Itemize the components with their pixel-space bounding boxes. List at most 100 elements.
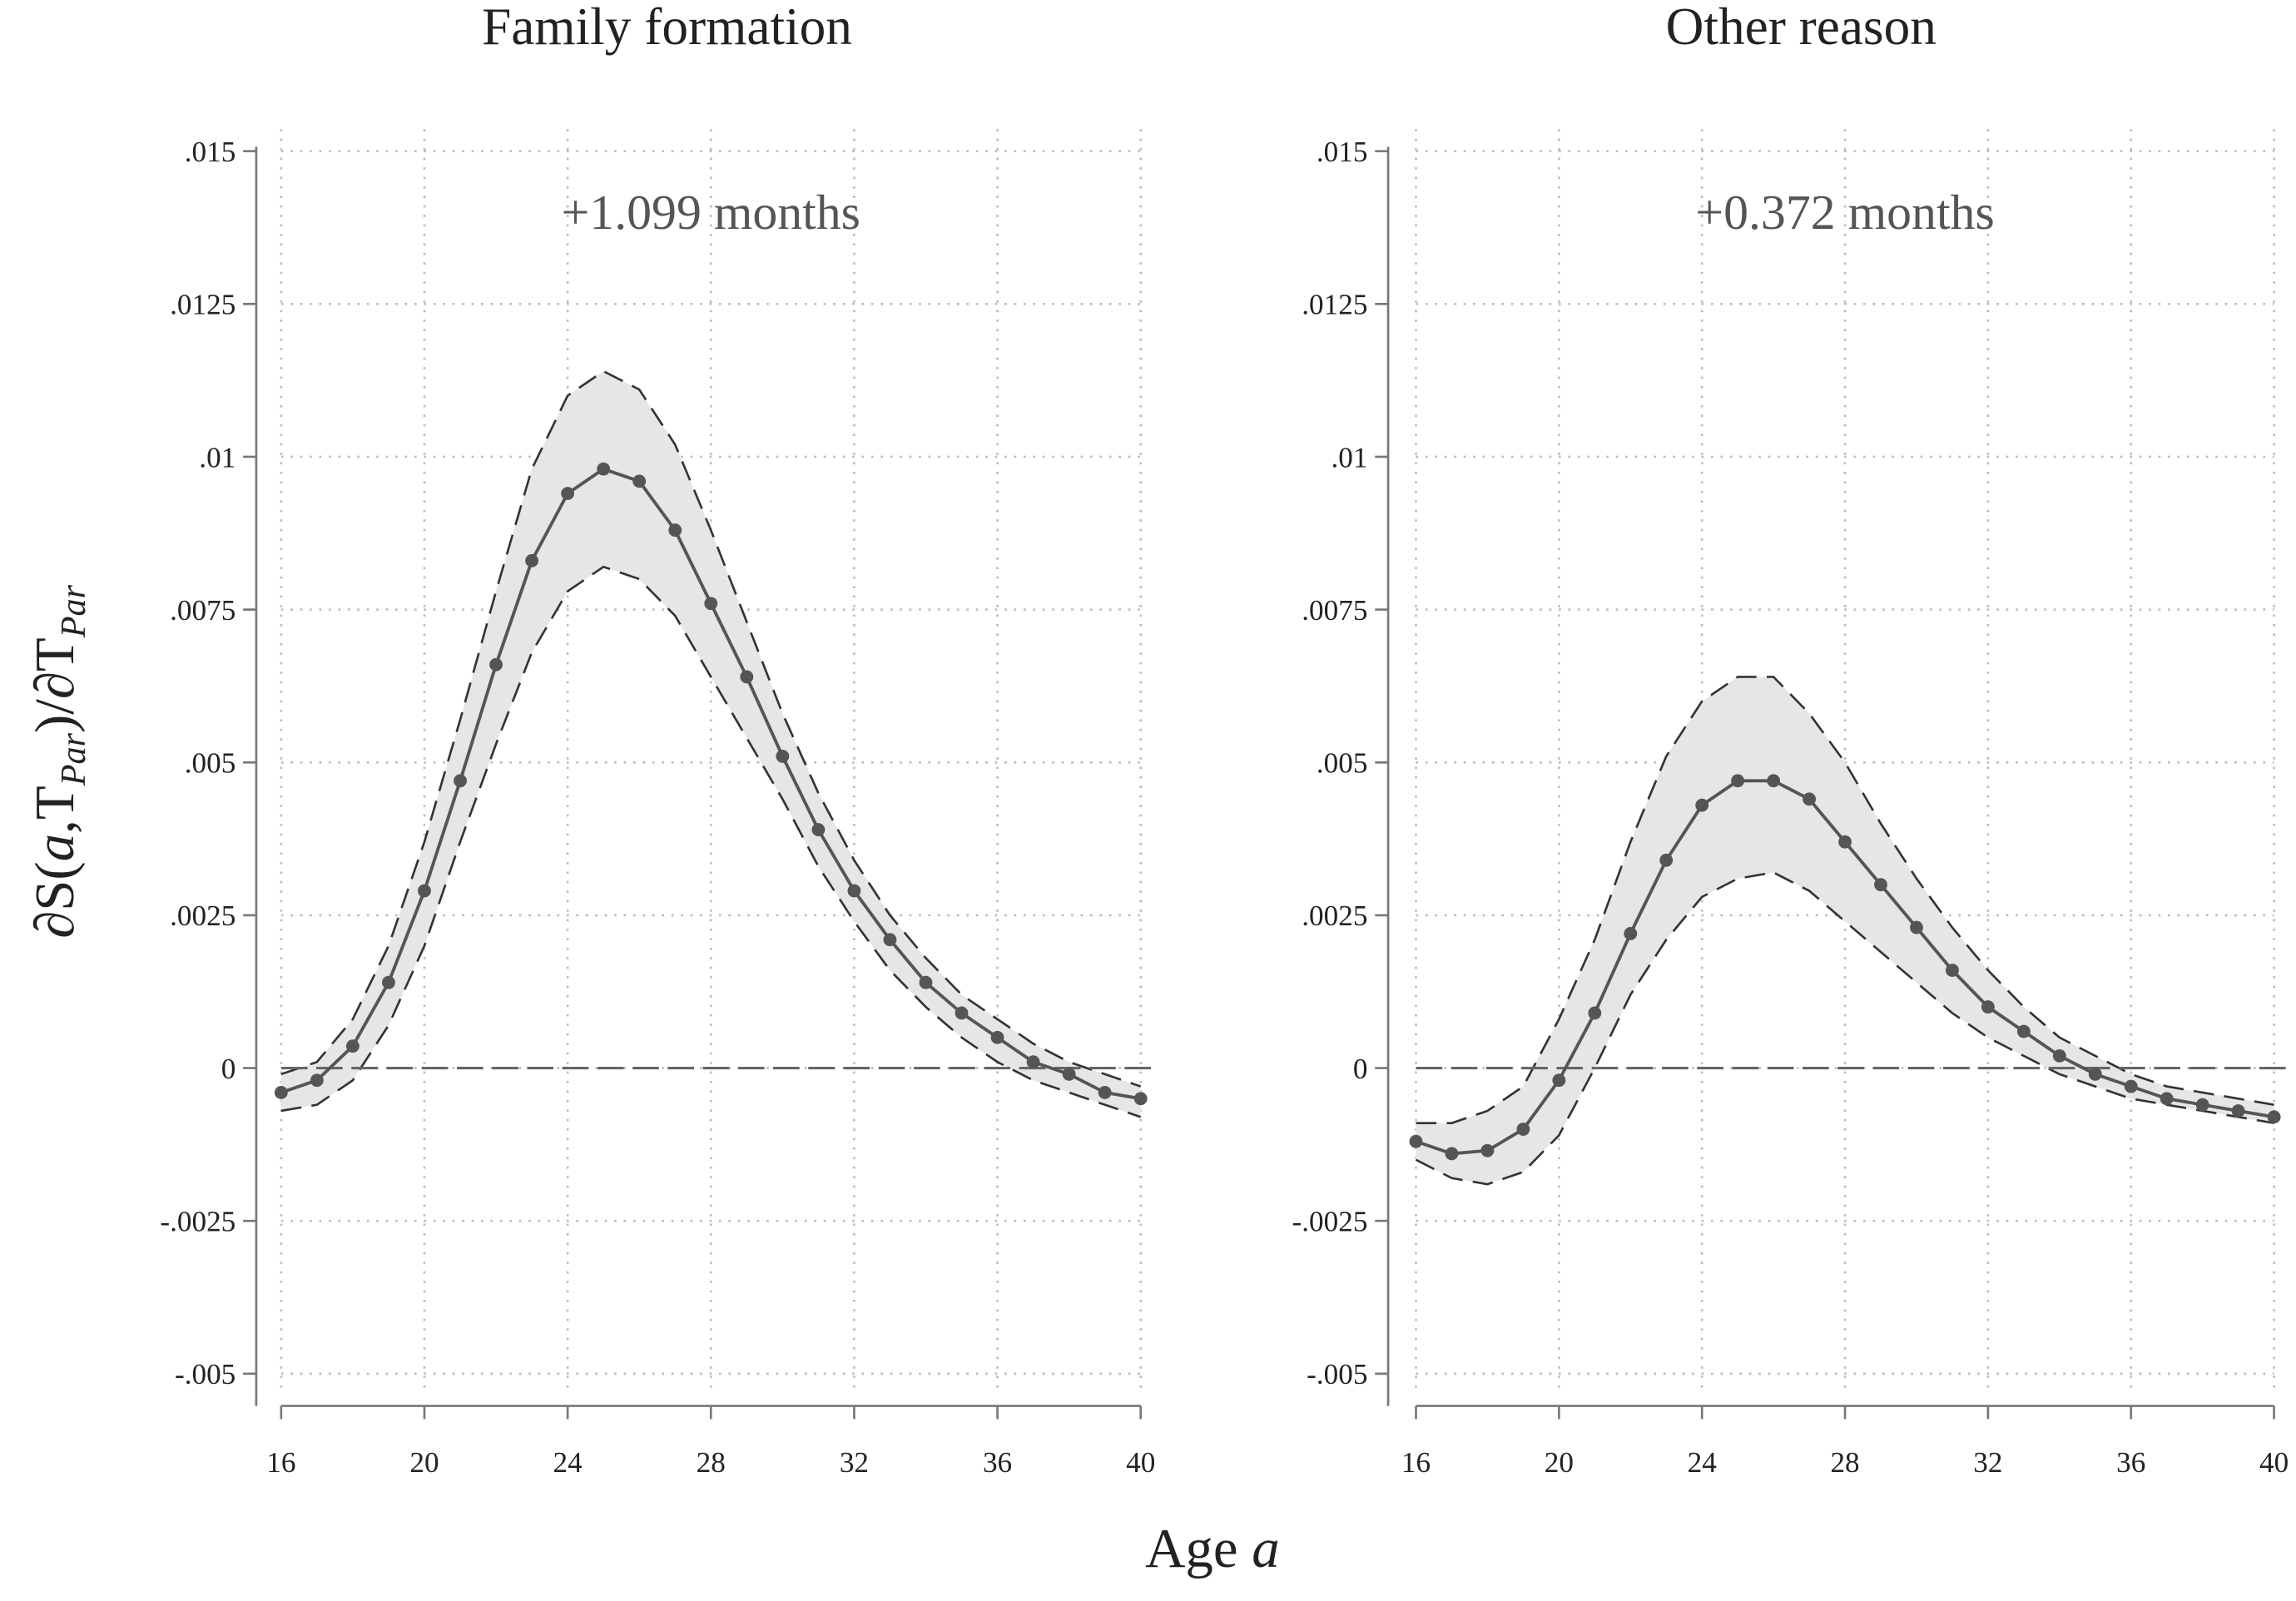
estimate-point [1516, 1123, 1530, 1136]
x-tick-label: 40 [1126, 1446, 1155, 1479]
y-tick-label: .01 [1331, 441, 1367, 473]
estimate-point [704, 597, 718, 611]
estimate-point [454, 774, 467, 788]
x-axis-title-text: Age [1145, 1518, 1252, 1579]
y-axis-title-part: Par [54, 732, 93, 786]
x-axis-title: Age a [1145, 1518, 1280, 1579]
estimate-point [2088, 1067, 2102, 1081]
estimate-point [1624, 927, 1638, 940]
y-tick-label: -.005 [175, 1358, 236, 1390]
y-axis-title-part: Par [54, 584, 93, 638]
estimate-point [310, 1073, 324, 1088]
annotation: +0.372 months [1695, 185, 1994, 240]
x-tick-label: 28 [697, 1446, 726, 1479]
estimate-point [274, 1086, 288, 1099]
estimate-point [345, 1039, 360, 1053]
estimate-point [1445, 1147, 1459, 1161]
x-tick-label: 20 [1545, 1446, 1574, 1479]
y-tick-label: 0 [1353, 1053, 1368, 1085]
ci-lower-line [280, 565, 1142, 1118]
x-tick-label: 20 [409, 1446, 439, 1479]
estimate-point [1695, 798, 1709, 812]
estimate-point [1026, 1055, 1040, 1069]
estimate-point [1588, 1006, 1602, 1020]
estimate-point [1409, 1134, 1423, 1148]
estimate-point [2267, 1110, 2281, 1124]
annotation: +1.099 months [562, 185, 860, 240]
estimate-point [847, 884, 861, 898]
y-axis-title-part: ∂S( [24, 861, 86, 939]
y-tick-label: .015 [185, 136, 236, 168]
y-tick-label: .0125 [1302, 289, 1367, 321]
estimate-point [418, 884, 431, 898]
y-tick-label: .01 [199, 441, 236, 473]
estimate-point [919, 975, 933, 989]
estimate-point [561, 487, 575, 500]
panel-title: Other reason [1666, 0, 1936, 56]
y-axis-title-part: a [24, 834, 86, 861]
estimate-point [1767, 774, 1781, 788]
estimate-point [1946, 964, 1959, 977]
estimate-point [1731, 774, 1745, 788]
estimate-point [883, 933, 897, 947]
estimate-point [489, 657, 503, 672]
estimate-point [811, 823, 826, 836]
x-tick-label: 36 [983, 1446, 1012, 1479]
y-tick-label: .0025 [170, 900, 236, 932]
estimate-point [2052, 1048, 2066, 1063]
estimate-point [1838, 835, 1852, 849]
y-axis-title-part: ,T [24, 786, 86, 834]
estimate-point [1910, 920, 1923, 934]
estimate-point [2231, 1104, 2245, 1118]
ci-upper-line [1416, 676, 2274, 1124]
estimate-point [668, 523, 682, 538]
estimate-point [1874, 878, 1887, 892]
estimate-point [1133, 1092, 1148, 1106]
estimate-point [2195, 1098, 2209, 1112]
y-tick-label: -.0025 [1292, 1206, 1368, 1238]
y-tick-label: -.0025 [160, 1206, 236, 1238]
y-tick-label: 0 [221, 1053, 236, 1085]
x-tick-label: 16 [1401, 1446, 1431, 1479]
estimate-point [990, 1030, 1004, 1044]
estimate-point [525, 553, 539, 568]
estimate-point [382, 975, 395, 989]
estimate-point [955, 1006, 969, 1020]
x-tick-label: 16 [266, 1446, 295, 1479]
estimate-point [632, 474, 647, 488]
estimate-point [740, 670, 754, 684]
x-axis-title-var: a [1252, 1518, 1279, 1579]
x-tick-label: 24 [1688, 1446, 1718, 1479]
panel-title: Family formation [482, 0, 852, 56]
estimate-point [1981, 1000, 1995, 1014]
y-tick-label: .0075 [170, 594, 236, 627]
x-tick-label: 40 [2259, 1446, 2289, 1479]
y-tick-label: .0025 [1302, 900, 1367, 932]
estimate-point [1480, 1143, 1495, 1157]
estimate-point [1659, 853, 1674, 867]
x-tick-label: 32 [1973, 1446, 2002, 1479]
estimate-point [1803, 792, 1817, 806]
estimate-point [2160, 1092, 2174, 1106]
estimate-point [2016, 1024, 2031, 1038]
x-tick-label: 28 [1830, 1446, 1859, 1479]
x-tick-label: 24 [553, 1446, 583, 1479]
y-axis-title-part: )/∂T [24, 637, 86, 733]
y-tick-label: .005 [1317, 747, 1368, 780]
ci-upper-line [280, 369, 1142, 1088]
estimate-point [776, 749, 790, 763]
y-tick-label: -.005 [1307, 1358, 1367, 1390]
estimate-point [1062, 1067, 1076, 1081]
y-axis-title: ∂S(a,TPar)/∂TPar [24, 584, 93, 938]
estimate-point [2124, 1079, 2138, 1093]
x-tick-label: 32 [840, 1446, 869, 1479]
y-tick-label: .005 [185, 747, 236, 780]
x-tick-label: 36 [2116, 1446, 2145, 1479]
y-tick-label: .015 [1317, 136, 1368, 168]
estimate-point [1098, 1086, 1112, 1099]
y-tick-label: .0125 [170, 289, 236, 321]
ci-lower-line [1415, 871, 2274, 1186]
y-tick-label: .0075 [1302, 594, 1367, 627]
